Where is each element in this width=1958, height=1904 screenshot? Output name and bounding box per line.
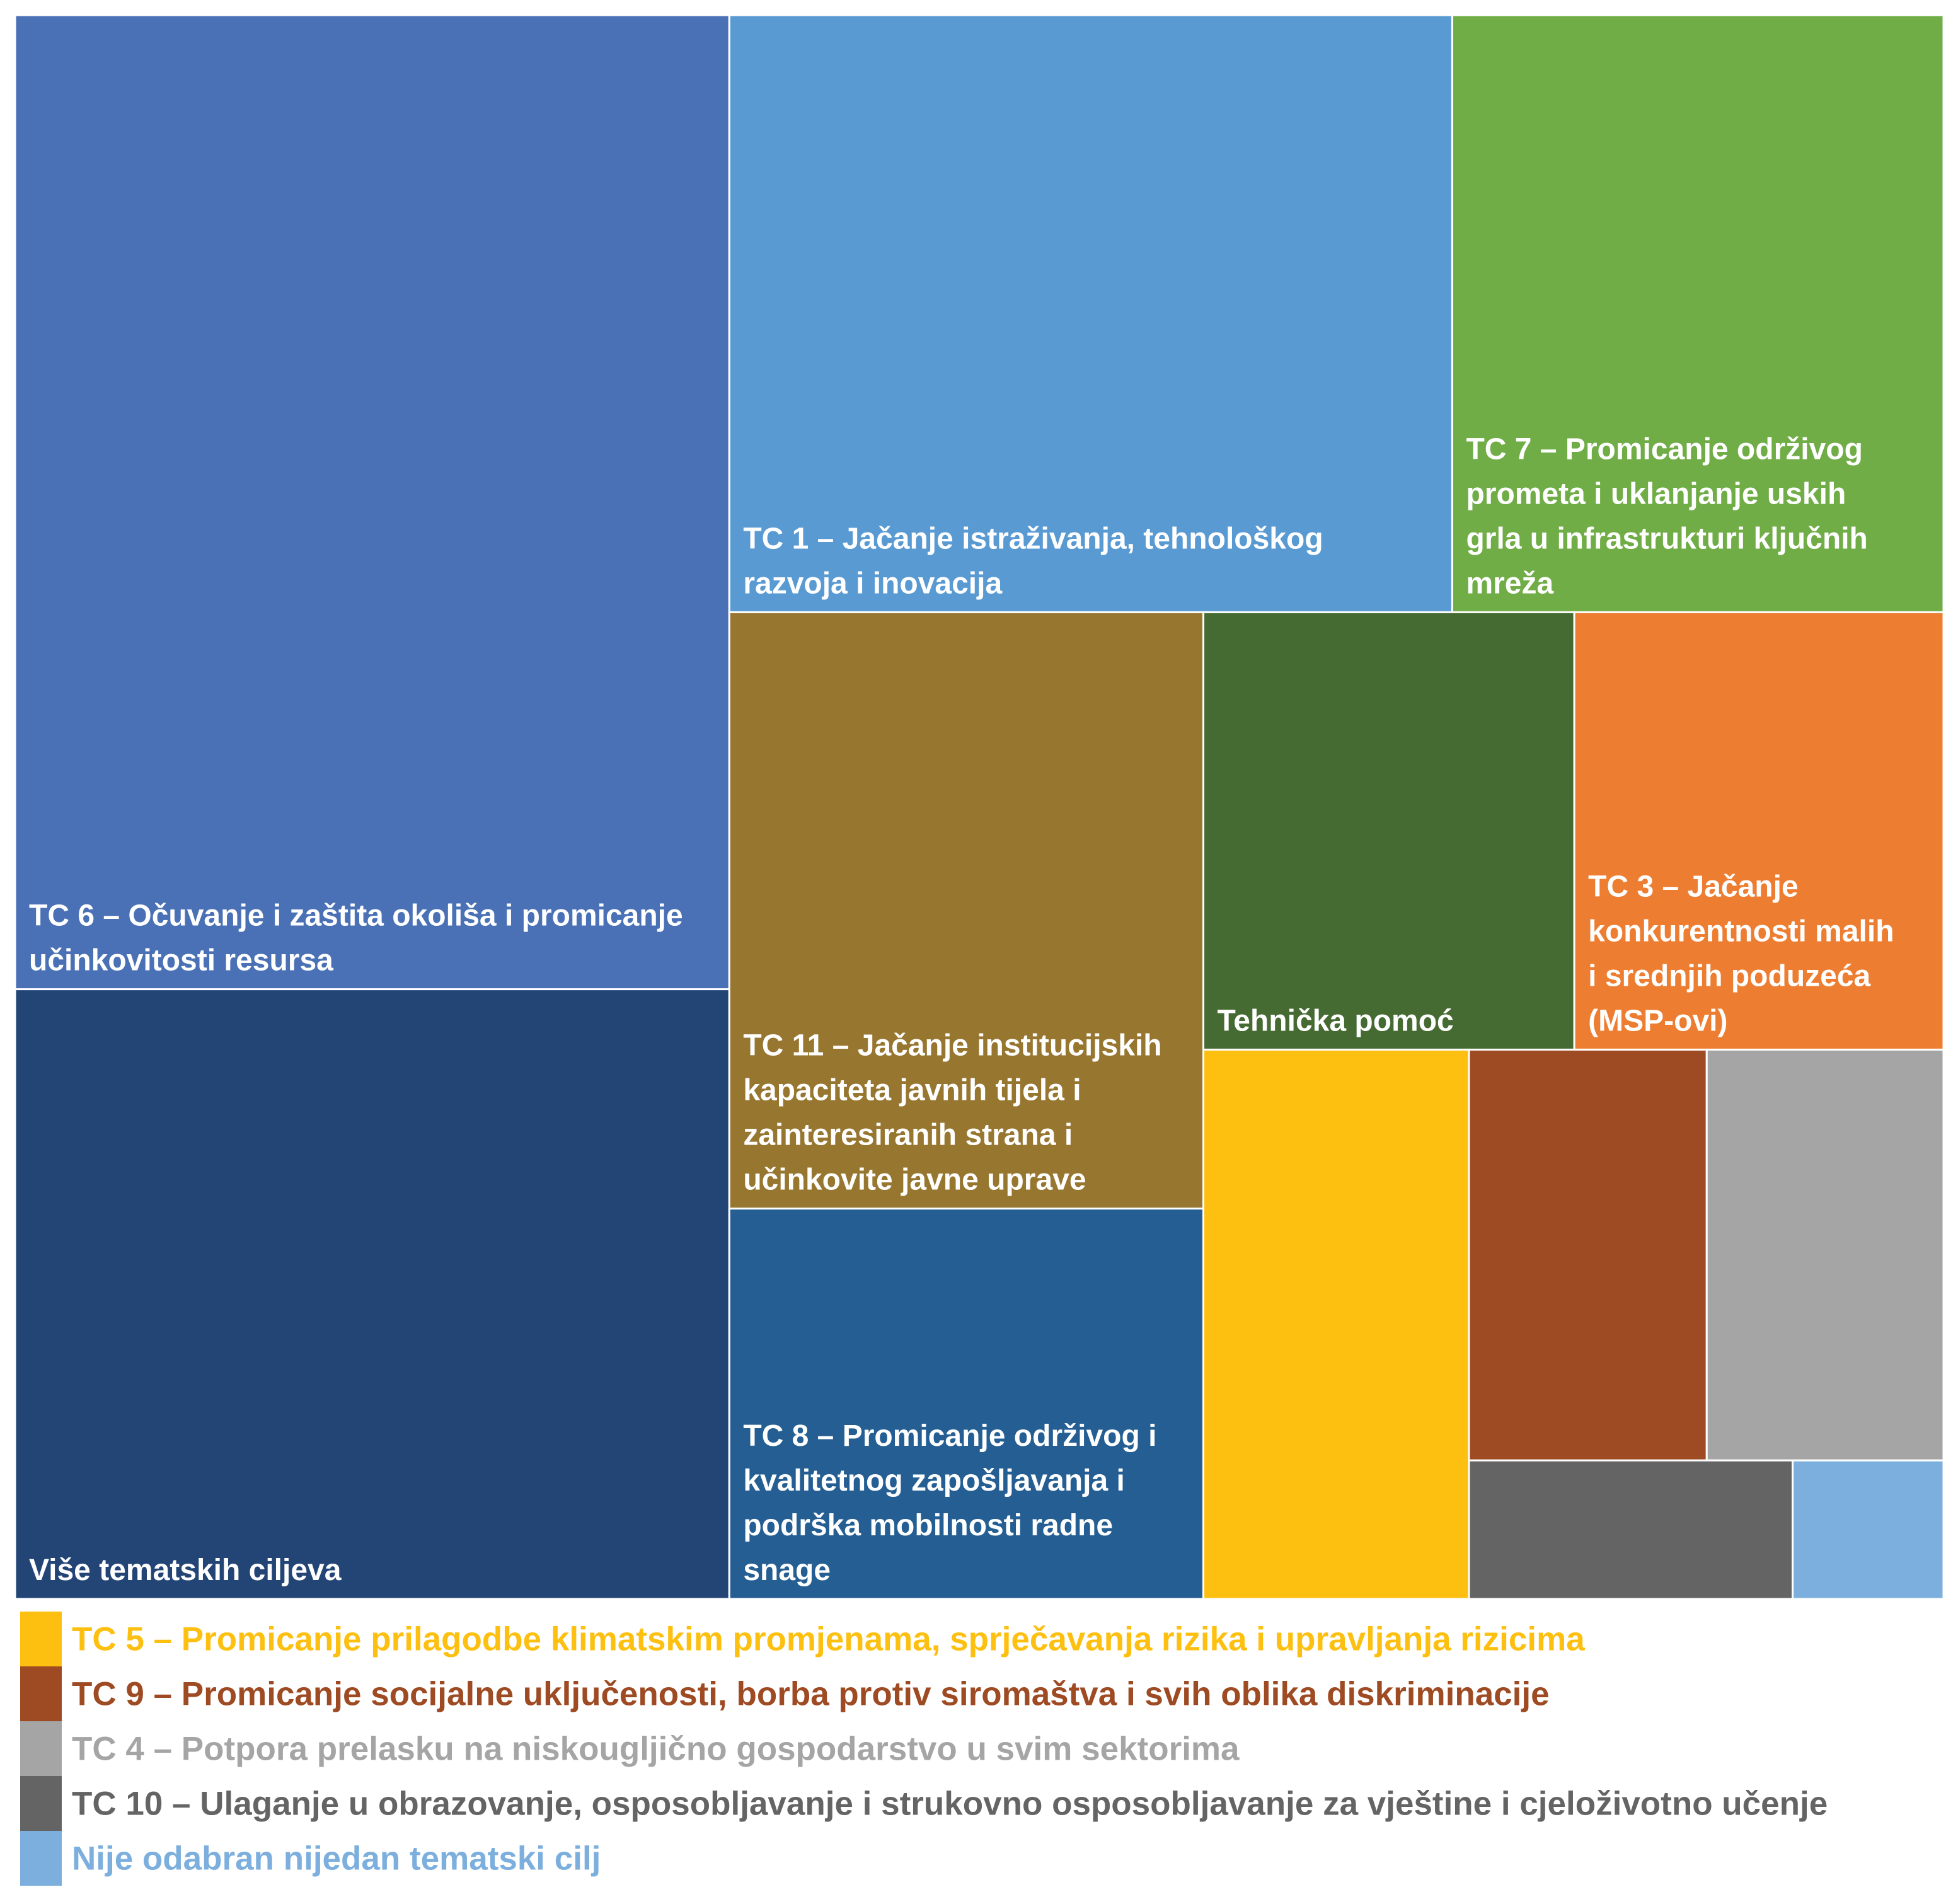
legend-label: Nije odabran nijedan tematski cilj (72, 1840, 601, 1877)
treemap-cell: TC 6 – Očuvanje i zaštita okoliša i prom… (14, 14, 730, 991)
treemap-label-line: TC 11 – Jačanje institucijskih (743, 1029, 1161, 1063)
treemap-label-line: Tehnička pomoć (1218, 1004, 1454, 1037)
legend-item: TC 10 – Ulaganje u obrazovanje, osposobl… (20, 1776, 1949, 1831)
treemap-cell: TC 7 – Promicanje održivog prometa i ukla… (1451, 14, 1945, 613)
treemap-label-line: učinkovite javne uprave (743, 1163, 1086, 1197)
treemap-label: TC 7 – Promicanje održivog prometa i ukla… (1466, 432, 1867, 600)
treemap-label-line: TC 7 – Promicanje održivog (1466, 432, 1862, 466)
treemap-rect (728, 611, 1205, 1210)
legend-swatch (20, 1666, 62, 1721)
treemap-rect (1202, 611, 1575, 1051)
legend-swatch (20, 1831, 62, 1886)
treemap-label-line: TC 8 – Promicanje održivog i (743, 1419, 1156, 1453)
treemap-rect (1468, 1048, 1708, 1462)
treemap-rect (1792, 1459, 1945, 1600)
legend-item: Nije odabran nijedan tematski cilj (20, 1831, 1949, 1886)
treemap-label-line: TC 1 – Jačanje istraživanja, tehnološkog (743, 522, 1323, 555)
legend-label: TC 9 – Promicanje socijalne uključenosti… (72, 1675, 1550, 1712)
treemap-label-line: Više tematskih ciljeva (29, 1554, 342, 1587)
treemap-rect (728, 14, 1453, 613)
treemap-cell: Tehnička pomoć (1202, 611, 1575, 1051)
treemap-cell: TC 11 – Jačanje institucijskih kapaciteta… (728, 611, 1205, 1210)
treemap-label-line: konkurentnosti malih (1588, 914, 1894, 948)
treemap-rect (1202, 1048, 1470, 1600)
chart-legend: TC 5 – Promicanje prilagodbe klimatskim … (20, 1612, 1949, 1886)
treemap-label: Tehnička pomoć (1218, 1004, 1454, 1037)
treemap-label-line: i srednjih poduzeća (1588, 959, 1870, 993)
treemap-label: TC 11 – Jačanje institucijskih kapaciteta… (743, 1029, 1161, 1197)
treemap-label: Više tematskih ciljeva (29, 1554, 342, 1587)
treemap-rect (14, 988, 730, 1600)
treemap-rect (1468, 1459, 1794, 1600)
treemap-label-line: grla u infrastrukturi ključnih (1466, 522, 1867, 555)
treemap-cell (1202, 1048, 1470, 1600)
treemap-label-line: kvalitetnog zapošljavanja i (743, 1464, 1125, 1497)
treemap-rect (1573, 611, 1945, 1051)
treemap-label-line: učinkovitosti resursa (29, 944, 333, 978)
treemap-rect (1451, 14, 1945, 613)
treemap-label-line: mreža (1466, 567, 1553, 600)
legend-item: TC 5 – Promicanje prilagodbe klimatskim … (20, 1612, 1949, 1666)
treemap-cell: TC 3 – Jačanje konkurentnosti malih i sred… (1573, 611, 1945, 1051)
treemap-cell: TC 8 – Promicanje održivog i kvalitetnog … (728, 1208, 1205, 1600)
legend-label: TC 10 – Ulaganje u obrazovanje, osposobl… (72, 1785, 1828, 1822)
treemap-label: TC 8 – Promicanje održivog i kvalitetnog … (743, 1419, 1156, 1587)
treemap-cell: TC 1 – Jačanje istraživanja, tehnološkog… (728, 14, 1453, 613)
treemap-label-line: zainteresiranih strana i (743, 1119, 1073, 1152)
treemap-chart: TC 6 – Očuvanje i zaštita okoliša i prom… (14, 14, 1945, 1600)
treemap-rect (1705, 1048, 1945, 1462)
treemap-label-line: (MSP-ovi) (1588, 1004, 1727, 1037)
treemap-rect (14, 14, 730, 991)
treemap-label-line: snage (743, 1554, 831, 1587)
legend-label: TC 4 – Potpora prelasku na niskougljično… (72, 1730, 1240, 1767)
treemap-cell (1468, 1048, 1708, 1462)
treemap-label-line: podrška mobilnosti radne (743, 1509, 1113, 1542)
treemap-label-line: razvoja i inovacija (743, 567, 1002, 600)
treemap-cell (1792, 1459, 1945, 1600)
treemap-label-line: prometa i uklanjanje uskih (1466, 477, 1846, 511)
legend-item: TC 9 – Promicanje socijalne uključenosti… (20, 1666, 1949, 1721)
legend-item: TC 4 – Potpora prelasku na niskougljično… (20, 1721, 1949, 1776)
treemap-label: TC 1 – Jačanje istraživanja, tehnološkog… (743, 522, 1323, 600)
treemap-cell (1705, 1048, 1945, 1462)
legend-swatch (20, 1721, 62, 1776)
legend-label: TC 5 – Promicanje prilagodbe klimatskim … (72, 1620, 1585, 1658)
treemap-cell: Više tematskih ciljeva (14, 988, 730, 1600)
legend-swatch (20, 1612, 62, 1666)
treemap-rect (728, 1208, 1205, 1600)
legend-swatch (20, 1776, 62, 1831)
treemap-label-line: TC 6 – Očuvanje i zaštita okoliša i prom… (29, 899, 683, 933)
treemap-label-line: kapaciteta javnih tijela i (743, 1074, 1081, 1107)
treemap-label: TC 6 – Očuvanje i zaštita okoliša i prom… (29, 899, 683, 978)
treemap-label-line: TC 3 – Jačanje (1588, 870, 1799, 903)
treemap-label: TC 3 – Jačanje konkurentnosti malih i sred… (1588, 870, 1894, 1037)
treemap-cell (1468, 1459, 1794, 1600)
